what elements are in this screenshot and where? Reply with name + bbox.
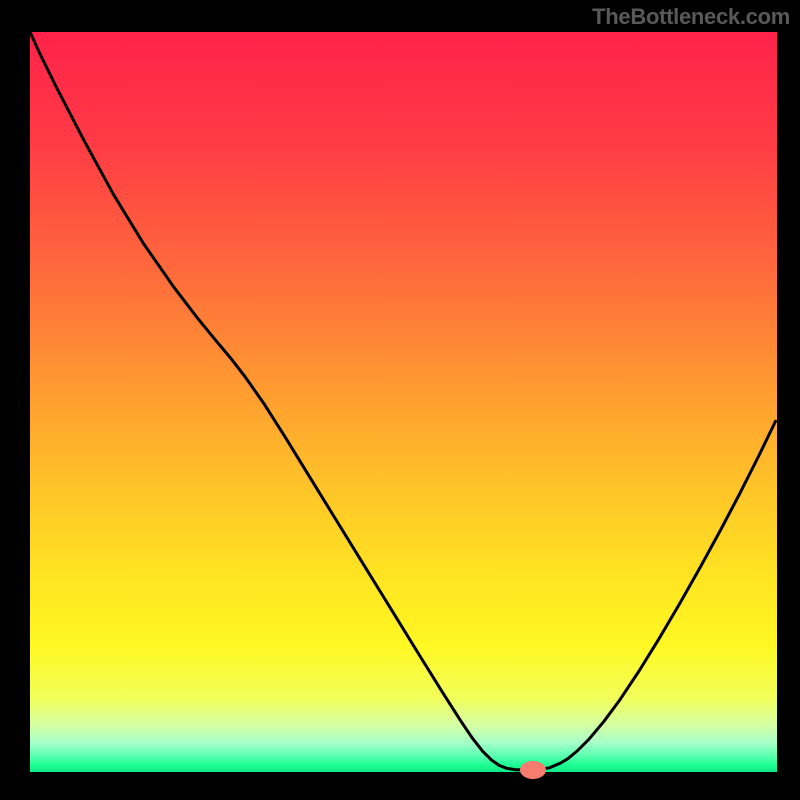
watermark-text: TheBottleneck.com [592, 4, 790, 30]
bottleneck-curve [30, 32, 776, 770]
bottleneck-curve-svg [30, 32, 777, 772]
optimal-point-marker [520, 761, 546, 779]
plot-area [30, 32, 777, 772]
chart-frame: TheBottleneck.com [0, 0, 800, 800]
